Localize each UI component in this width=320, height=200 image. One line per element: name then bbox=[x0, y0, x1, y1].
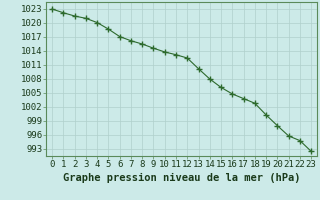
X-axis label: Graphe pression niveau de la mer (hPa): Graphe pression niveau de la mer (hPa) bbox=[63, 173, 300, 183]
